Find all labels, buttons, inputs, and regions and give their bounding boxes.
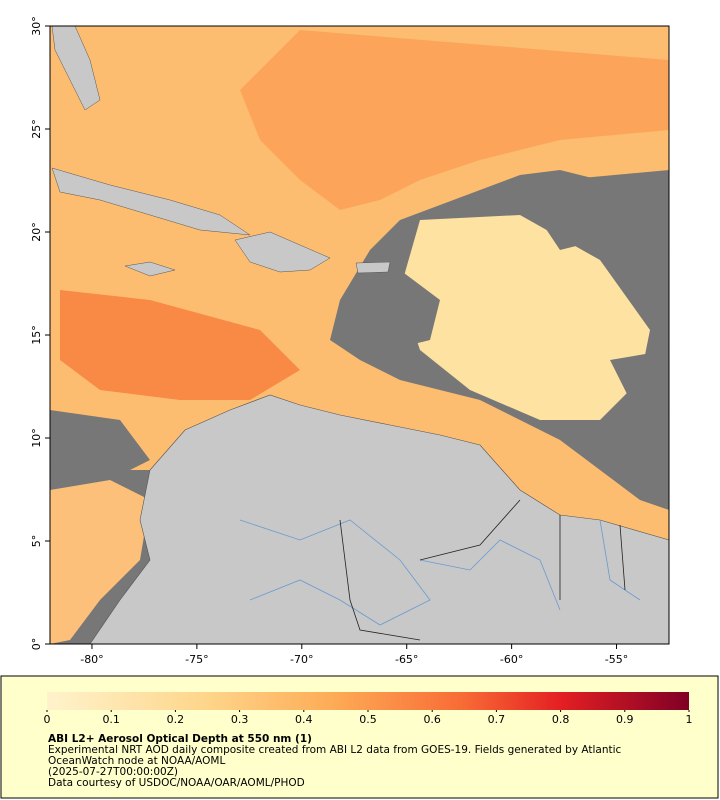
aerosol-field	[50, 480, 150, 644]
aerosol-dense	[60, 290, 300, 400]
colorbar-tick-label: 0.8	[552, 713, 570, 726]
caption-line: Experimental NRT AOD daily composite cre…	[48, 744, 622, 756]
y-tick-label: 20°	[30, 222, 43, 242]
caption-line: Data courtesy of USDOC/NOAA/OAR/AOML/PHO…	[48, 777, 305, 789]
map-plot	[49, 25, 670, 645]
x-tick-label: -70°	[290, 653, 313, 666]
colorbar-tick-label: 0.7	[488, 713, 506, 726]
land-puerto-rico	[355, 261, 391, 274]
colorbar-tick-label: 0.9	[616, 713, 634, 726]
borders	[339, 499, 626, 641]
colorbar-tick-label: 0.5	[359, 713, 377, 726]
land-jamaica	[124, 261, 176, 277]
caption-title: ABI L2+ Aerosol Optical Depth at 550 nm …	[48, 733, 312, 745]
x-tick-label: -75°	[185, 653, 208, 666]
colorbar-tick-label: 0.2	[167, 713, 185, 726]
land-hispaniola	[234, 231, 331, 273]
colorbar-tick-label: 0.6	[423, 713, 441, 726]
caption-line: OceanWatch node at NOAA/AOML	[48, 755, 225, 767]
cloud-gap	[350, 270, 440, 350]
colorbar	[47, 692, 689, 710]
cloud-gap	[610, 350, 669, 410]
y-tick-label: 15°	[30, 325, 43, 345]
colorbar-tick-label: 0	[44, 713, 51, 726]
x-tick-label: -65°	[395, 653, 418, 666]
colorbar-tick-label: 0.4	[295, 713, 313, 726]
x-tick-label: -80°	[80, 653, 103, 666]
aerosol-light	[400, 215, 650, 420]
x-tick-label: -60°	[500, 653, 523, 666]
aerosol-plume	[240, 30, 669, 210]
cloud-gap	[540, 170, 669, 260]
caption-line: (2025-07-27T00:00:00Z)	[48, 766, 178, 778]
y-tick-label: 25°	[30, 119, 43, 139]
aerosol-field	[50, 26, 669, 540]
land-florida	[51, 25, 101, 111]
rivers	[239, 519, 641, 626]
land-cuba	[51, 167, 251, 236]
cloud-gap	[50, 410, 150, 475]
y-tick-label: 5°	[30, 535, 43, 548]
y-tick-label: 0°	[30, 638, 43, 651]
colorbar-tick-label: 0.1	[102, 713, 120, 726]
land-south-america	[89, 394, 670, 645]
colorbar-tick-label: 1	[686, 713, 693, 726]
y-tick-label: 30°	[30, 16, 43, 36]
y-tick-label: 10°	[30, 428, 43, 448]
colorbar-tick-label: 0.3	[231, 713, 249, 726]
x-tick-label: -55°	[605, 653, 628, 666]
